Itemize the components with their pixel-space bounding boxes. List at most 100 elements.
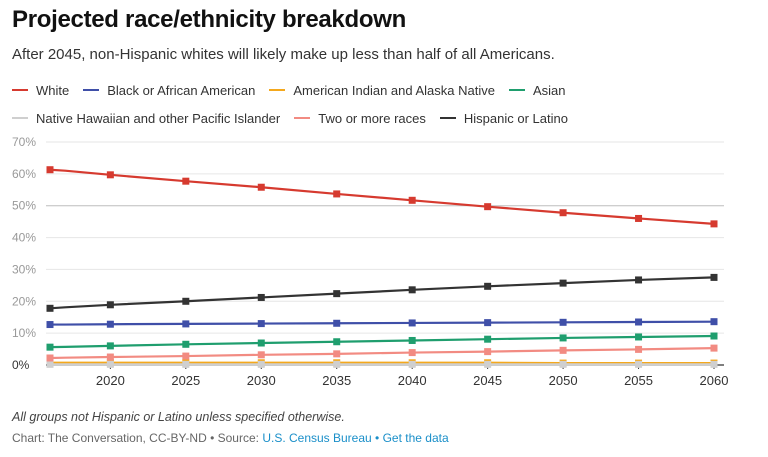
- legend-label: Hispanic or Latino: [463, 110, 568, 126]
- data-point: [46, 354, 54, 362]
- data-point: [182, 352, 190, 360]
- legend: White Black or African American American…: [12, 80, 762, 136]
- data-point: [257, 183, 265, 191]
- legend-item-hispanic[interactable]: Hispanic or Latino: [439, 110, 568, 126]
- data-point: [182, 340, 190, 348]
- data-point: [182, 177, 190, 185]
- data-point: [559, 279, 567, 287]
- legend-swatch-asian: [508, 89, 525, 91]
- y-tick-label: 10%: [12, 326, 36, 340]
- data-point: [484, 282, 492, 290]
- source-link[interactable]: U.S. Census Bureau: [262, 431, 372, 445]
- legend-label: White: [36, 82, 70, 98]
- legend-label: Black or African American: [107, 82, 256, 98]
- x-tick-label: 2040: [398, 373, 427, 388]
- x-tick-label: 2050: [549, 373, 578, 388]
- legend-item-asian[interactable]: Asian: [508, 83, 566, 98]
- x-tick-label: 2055: [624, 373, 653, 388]
- legend-label: American Indian and Alaska Native: [293, 82, 495, 98]
- data-point: [333, 319, 341, 327]
- data-point: [46, 321, 54, 329]
- chart-note: All groups not Hispanic or Latino unless…: [12, 410, 345, 424]
- data-point: [106, 353, 114, 361]
- y-tick-label: 0%: [12, 358, 30, 372]
- data-point: [408, 196, 416, 204]
- data-point: [257, 351, 265, 359]
- x-tick-label: 2025: [171, 373, 200, 388]
- data-point: [46, 343, 54, 351]
- data-point: [559, 318, 567, 326]
- data-point: [182, 360, 190, 368]
- source-prefix: • Source:: [206, 431, 263, 445]
- data-point: [635, 276, 643, 284]
- data-point: [106, 301, 114, 309]
- data-point: [106, 171, 114, 179]
- data-point: [710, 360, 718, 368]
- legend-label: Two or more races: [318, 110, 426, 126]
- data-point: [257, 320, 265, 328]
- data-point: [333, 360, 341, 368]
- data-point: [559, 346, 567, 354]
- data-point: [484, 335, 492, 343]
- data-point: [635, 345, 643, 353]
- credit-text: Chart: The Conversation, CC-BY-ND: [12, 431, 207, 445]
- legend-item-white[interactable]: White: [12, 83, 69, 98]
- legend-item-pacific-islander[interactable]: Native Hawaiian and other Pacific Island…: [12, 111, 280, 126]
- x-tick-label: 2035: [322, 373, 351, 388]
- x-tick-label: 2030: [247, 373, 276, 388]
- legend-swatch-pacific-islander: [12, 117, 28, 119]
- data-point: [408, 319, 416, 327]
- get-data-link[interactable]: Get the data: [382, 431, 449, 445]
- y-tick-label: 70%: [12, 135, 36, 149]
- legend-item-two-or-more[interactable]: Two or more races: [294, 111, 426, 126]
- data-point: [710, 318, 718, 326]
- data-point: [635, 318, 643, 326]
- legend-swatch-hispanic: [439, 117, 456, 119]
- legend-row-1: White Black or African American American…: [12, 80, 762, 100]
- chart-title: Projected race/ethnicity breakdown: [12, 6, 406, 33]
- data-point: [408, 286, 416, 294]
- series-line-1: [50, 320, 715, 326]
- data-point: [106, 342, 114, 350]
- data-point: [408, 349, 416, 357]
- data-point: [46, 304, 54, 312]
- data-point: [408, 336, 416, 344]
- legend-item-black[interactable]: Black or African American: [83, 83, 255, 98]
- data-point: [46, 360, 54, 368]
- data-point: [635, 214, 643, 222]
- chart-subtitle: After 2045, non-Hispanic whites will lik…: [12, 46, 555, 63]
- data-point: [257, 360, 265, 368]
- data-point: [710, 273, 718, 281]
- data-point: [408, 360, 416, 368]
- data-point: [559, 209, 567, 217]
- data-point: [333, 350, 341, 358]
- y-tick-label: 40%: [12, 231, 36, 245]
- data-point: [106, 360, 114, 368]
- data-point: [710, 344, 718, 352]
- legend-swatch-black: [83, 89, 100, 91]
- data-point: [257, 293, 265, 301]
- data-point: [484, 203, 492, 211]
- legend-swatch-white: [12, 89, 28, 91]
- chart-footer: Chart: The Conversation, CC-BY-ND • Sour…: [12, 431, 449, 445]
- data-point: [710, 332, 718, 340]
- series-line-3: [49, 334, 715, 349]
- data-point: [257, 339, 265, 347]
- series-line-0: [49, 168, 715, 225]
- data-point: [484, 360, 492, 368]
- data-point: [333, 290, 341, 298]
- legend-label: Native Hawaiian and other Pacific Island…: [36, 110, 281, 126]
- y-tick-label: 60%: [12, 167, 36, 181]
- legend-item-american-indian[interactable]: American Indian and Alaska Native: [269, 83, 495, 98]
- legend-swatch-two-or-more: [294, 117, 311, 119]
- data-point: [182, 320, 190, 328]
- x-tick-label: 2060: [700, 373, 729, 388]
- line-chart: 0% 10% 20% 30% 40% 50% 60% 70% 2020 2025 2030 2035 2…: [12, 135, 729, 388]
- data-point: [559, 360, 567, 368]
- data-point: [46, 166, 54, 174]
- x-tick-label: 2045: [473, 373, 502, 388]
- data-point: [106, 320, 114, 328]
- legend-swatch-american-indian: [269, 89, 286, 91]
- data-point: [635, 360, 643, 368]
